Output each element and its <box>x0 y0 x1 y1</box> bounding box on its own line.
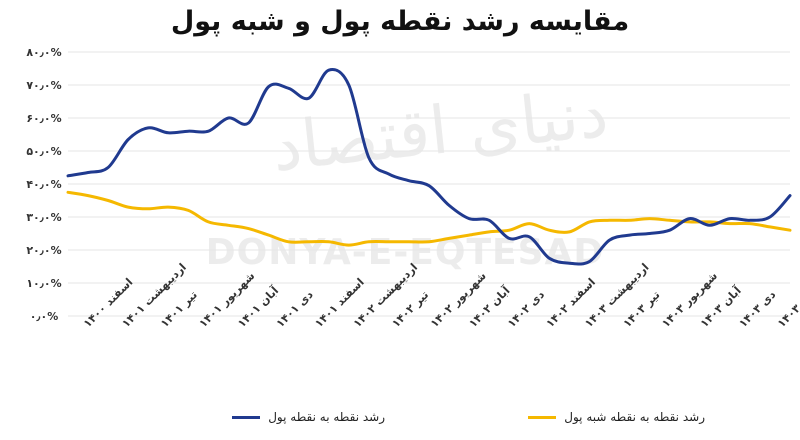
y-tick-label: ۶۰٫۰% <box>26 112 61 125</box>
x-tick-label: اردیبهشت ۱۴۰۲ <box>351 261 420 330</box>
legend-swatch-money <box>232 415 261 419</box>
y-tick-label: ۷۰٫۰% <box>26 79 61 92</box>
y-tick-label: ۳۰٫۰% <box>26 211 61 224</box>
legend-item-money: رشد نقطه به نقطه پول <box>232 410 385 424</box>
y-tick-label: ۰٫۰% <box>30 310 59 323</box>
x-tick-label: اردیبهشت ۱۴۰۳ <box>582 261 651 330</box>
x-tick-label: تیر ۱۴۰۱ <box>158 288 200 330</box>
grid-lines <box>68 51 790 317</box>
series-line-money <box>66 68 792 266</box>
watermark-latin-text: DONYA-E-EQTESAD <box>205 232 605 273</box>
x-tick-label: اردیبهشت ۱۴۰۱ <box>119 261 188 330</box>
legend-item-quasi-money: رشد نقطه به نقطه شبه پول <box>528 410 705 424</box>
y-tick-label: ۸۰٫۰% <box>26 46 61 59</box>
y-tick-label: ۱۰٫۰% <box>26 277 61 290</box>
y-tick-label: ۲۰٫۰% <box>26 244 61 257</box>
legend-label-quasi-money: رشد نقطه به نقطه شبه پول <box>564 410 705 424</box>
x-tick-label: تیر ۱۴۰۲ <box>389 288 431 330</box>
y-tick-label: ۵۰٫۰% <box>26 145 61 158</box>
x-tick-label: تیر ۱۴۰۳ <box>621 288 663 330</box>
y-tick-label: ۴۰٫۰% <box>26 178 61 191</box>
legend-label-money: رشد نقطه به نقطه پول <box>268 410 385 424</box>
series-line-quasi-money <box>66 190 792 247</box>
y-axis-tick-labels: ۰٫۰% ۱۰٫۰% ۲۰٫۰% ۳۰٫۰% ۴۰٫۰% ۵۰٫۰% ۶۰٫۰% ۷۰٫۰% ۸… <box>26 46 61 323</box>
x-tick-label: اسفند ۱۴۰۳ <box>775 276 800 330</box>
chart-title: مقایسه رشد نقطه پول و شبه پول <box>170 6 630 37</box>
series-lines <box>66 68 792 266</box>
legend-swatch-quasi-money <box>528 415 557 419</box>
